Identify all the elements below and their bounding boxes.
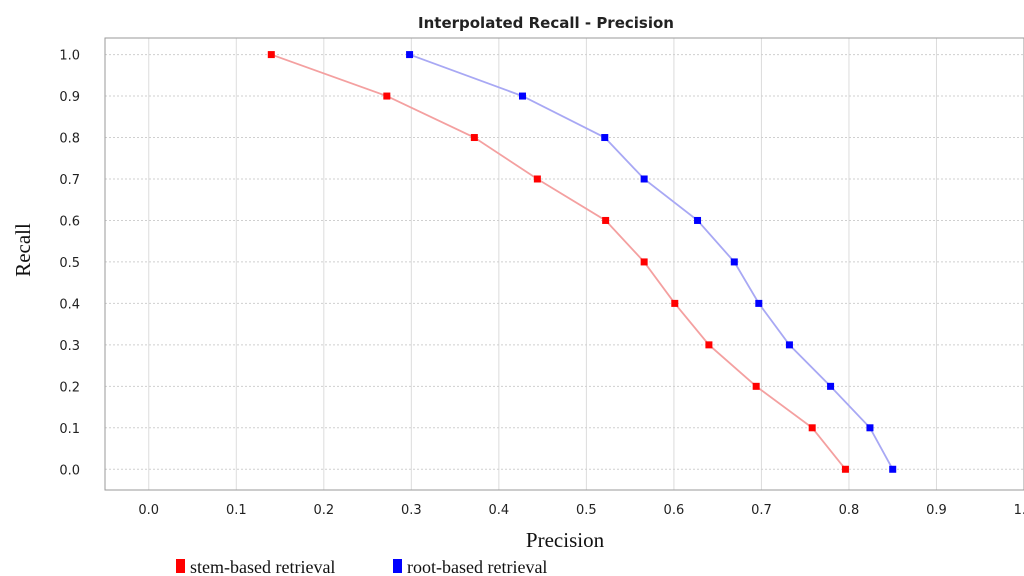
y-tick-labels: 0.0 0.1 0.2 0.3 0.4 0.5 0.6 0.7 0.8 0.9 1.0: [59, 49, 80, 479]
grid: [105, 38, 1024, 490]
legend: stem-based retrieval root-based retrieva…: [176, 557, 547, 576]
data-point-stem: [602, 216, 610, 224]
data-point-stem: [841, 465, 849, 473]
data-point-root: [601, 134, 609, 142]
data-point-stem: [267, 51, 275, 59]
data-point-root: [755, 299, 763, 307]
legend-swatch-stem: [176, 559, 185, 573]
y-tick-label: 0.5: [59, 256, 80, 271]
data-point-root: [694, 216, 702, 224]
y-tick-label: 0.3: [59, 339, 80, 354]
legend-label-stem: stem-based retrieval: [190, 557, 335, 576]
x-tick-label: 0.3: [401, 503, 422, 518]
y-tick-label: 0.8: [59, 132, 80, 147]
x-tick-label: 0.5: [576, 503, 597, 518]
y-tick-label: 0.0: [59, 463, 80, 478]
data-point-root: [889, 465, 897, 473]
data-point-root: [866, 424, 874, 432]
y-tick-label: 0.9: [59, 90, 80, 105]
data-point-root: [785, 341, 793, 349]
legend-swatch-root: [393, 559, 402, 573]
x-tick-labels: 0.0 0.1 0.2 0.3 0.4 0.5 0.6 0.7 0.8 0.9 1.0: [138, 503, 1024, 518]
plot-area: [104, 37, 1024, 491]
data-point-stem: [533, 175, 541, 183]
data-point-stem: [671, 299, 679, 307]
x-tick-label: 0.9: [926, 503, 947, 518]
y-tick-label: 0.6: [59, 214, 80, 229]
y-axis-label: Recall: [11, 223, 35, 277]
data-point-root: [518, 92, 526, 100]
legend-label-root: root-based retrieval: [407, 557, 547, 576]
data-point-stem: [383, 92, 391, 100]
y-tick-label: 0.2: [59, 380, 80, 395]
data-point-stem: [640, 258, 648, 266]
x-tick-label: 0.7: [751, 503, 772, 518]
x-tick-label: 0.8: [839, 503, 860, 518]
data-point-stem: [808, 424, 816, 432]
x-tick-label: 0.4: [489, 503, 510, 518]
x-tick-label: 0.6: [664, 503, 685, 518]
chart-title: Interpolated Recall - Precision: [418, 14, 674, 32]
x-tick-label: 0.0: [138, 503, 159, 518]
series-layer: [267, 51, 897, 473]
data-point-stem: [705, 341, 713, 349]
y-tick-label: 1.0: [59, 49, 80, 64]
data-point-root: [406, 51, 414, 59]
y-tick-label: 0.4: [59, 297, 80, 312]
data-point-stem: [470, 134, 478, 142]
x-tick-label: 1.0: [1014, 503, 1024, 518]
data-point-root: [730, 258, 738, 266]
x-tick-label: 0.1: [226, 503, 247, 518]
data-point-stem: [752, 382, 760, 390]
x-axis-label: Precision: [526, 528, 605, 552]
y-tick-label: 0.1: [59, 422, 80, 437]
y-tick-label: 0.7: [59, 173, 80, 188]
data-point-root: [827, 382, 835, 390]
x-tick-label: 0.2: [313, 503, 334, 518]
data-point-root: [640, 175, 648, 183]
